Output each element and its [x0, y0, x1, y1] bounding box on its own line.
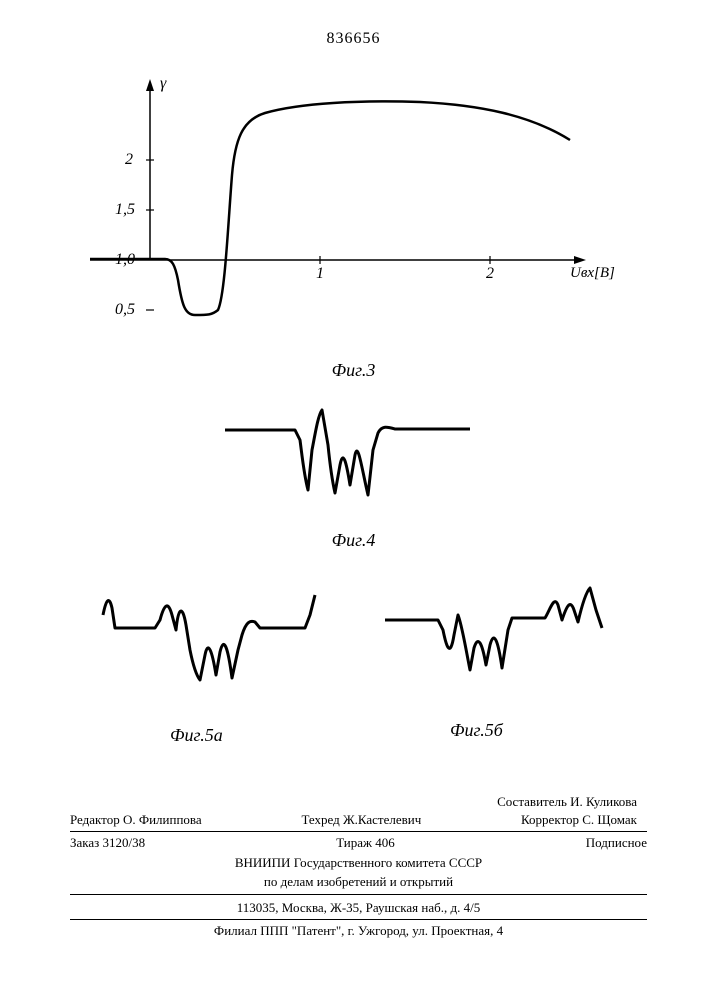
y-axis-label: γ	[160, 75, 166, 93]
y-tick-label: 0,5	[115, 301, 135, 319]
y-tick-label: 2	[125, 151, 133, 169]
fig5b-waveform	[380, 580, 610, 710]
fig4-waveform	[220, 395, 480, 515]
credits-row: Редактор О. Филиппова Техред Ж.Кастелеви…	[70, 811, 647, 833]
x-axis-label: Uвх[В]	[570, 265, 615, 282]
compiler-text: Составитель И. Куликова	[497, 793, 637, 811]
org-line2: по делам изобретений и открытий	[70, 871, 647, 895]
tirazh-text: Тираж 406	[336, 834, 395, 852]
fig5a-waveform	[100, 580, 330, 710]
fig4-label: Фиг.4	[0, 530, 707, 551]
footer-block: Составитель И. Куликова Редактор О. Фили…	[70, 793, 647, 940]
fig3-chart: γ Uвх[В] 0,5 1,0 1,5 2 1 2	[80, 65, 630, 355]
order-row: Заказ 3120/38 Тираж 406 Подписное	[70, 832, 647, 854]
y-tick-label: 1,5	[115, 201, 135, 219]
x-tick-label: 2	[486, 265, 494, 283]
x-tick-label: 1	[316, 265, 324, 283]
y-tick-label: 1,0	[115, 251, 135, 269]
compiler-row: Составитель И. Куликова	[70, 793, 647, 811]
fig5b-label: Фиг.5б	[450, 720, 503, 741]
order-text: Заказ 3120/38	[70, 834, 145, 852]
fig5a-label: Фиг.5а	[170, 725, 223, 746]
fig3-label: Фиг.3	[0, 360, 707, 381]
techred-text: Техред Ж.Кастелевич	[301, 811, 421, 829]
podpisnoe-text: Подписное	[586, 834, 647, 852]
address1-line: 113035, Москва, Ж-35, Раушская наб., д. …	[70, 897, 647, 921]
document-number: 836656	[0, 30, 707, 48]
address2-line: Филиал ППП "Патент", г. Ужгород, ул. Про…	[70, 922, 647, 940]
editor-text: Редактор О. Филиппова	[70, 811, 202, 829]
org-line1: ВНИИПИ Государственного комитета СССР	[70, 854, 647, 872]
corrector-text: Корректор С. Щомак	[521, 811, 637, 829]
